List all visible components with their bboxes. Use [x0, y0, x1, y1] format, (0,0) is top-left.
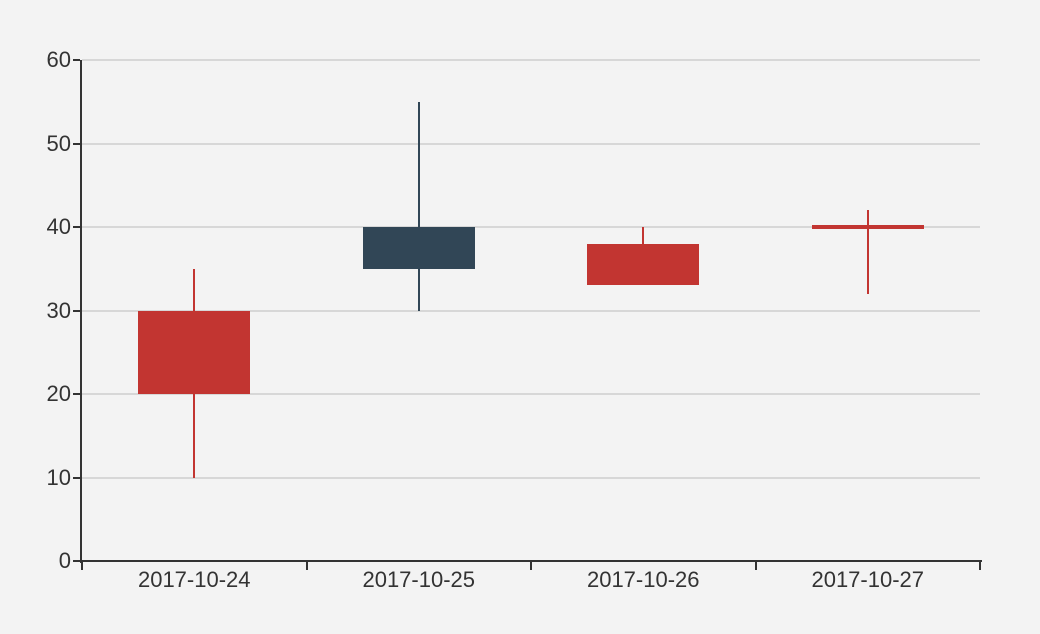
x-axis-tick-label: 2017-10-24 — [137, 567, 251, 592]
y-axis-tick-label: 50 — [46, 130, 71, 156]
y-gridline — [82, 142, 980, 145]
x-axis-tick — [979, 562, 981, 570]
x-axis-tick — [530, 562, 532, 570]
y-axis-tick-label: 10 — [46, 464, 71, 490]
y-axis-line — [80, 60, 82, 563]
y-axis-tick-label: 20 — [46, 381, 71, 406]
y-axis-tick — [73, 226, 80, 228]
x-axis-tick-label: 2017-10-26 — [586, 567, 700, 592]
y-axis-tick — [73, 142, 80, 145]
x-axis-tick-label: 2017-10-25 — [362, 567, 476, 592]
x-axis-tick — [81, 562, 83, 570]
y-axis-tick — [73, 393, 80, 395]
y-gridline — [82, 59, 980, 61]
candle-body[interactable] — [811, 225, 924, 229]
y-axis-tick — [73, 309, 80, 312]
y-axis-tick-label: 0 — [58, 548, 71, 573]
candle-body[interactable] — [362, 227, 475, 269]
y-axis-tick — [73, 476, 80, 479]
x-axis-line — [80, 560, 982, 562]
y-axis-tick — [73, 59, 80, 61]
candle-wick — [417, 101, 420, 311]
y-axis-tick — [73, 560, 80, 562]
y-gridline — [82, 226, 980, 228]
candle-body[interactable] — [587, 243, 700, 286]
y-gridline — [82, 393, 980, 395]
y-axis-tick-label: 60 — [46, 47, 71, 72]
x-axis-tick — [754, 562, 757, 570]
y-axis-tick-label: 40 — [46, 214, 71, 239]
y-axis-tick-label: 30 — [46, 297, 71, 323]
x-axis-tick-label: 2017-10-27 — [811, 567, 925, 592]
y-gridline — [82, 309, 980, 312]
candle-wick — [866, 210, 869, 294]
y-gridline — [82, 476, 980, 479]
x-axis-tick — [305, 562, 308, 570]
candle-body[interactable] — [138, 310, 251, 394]
